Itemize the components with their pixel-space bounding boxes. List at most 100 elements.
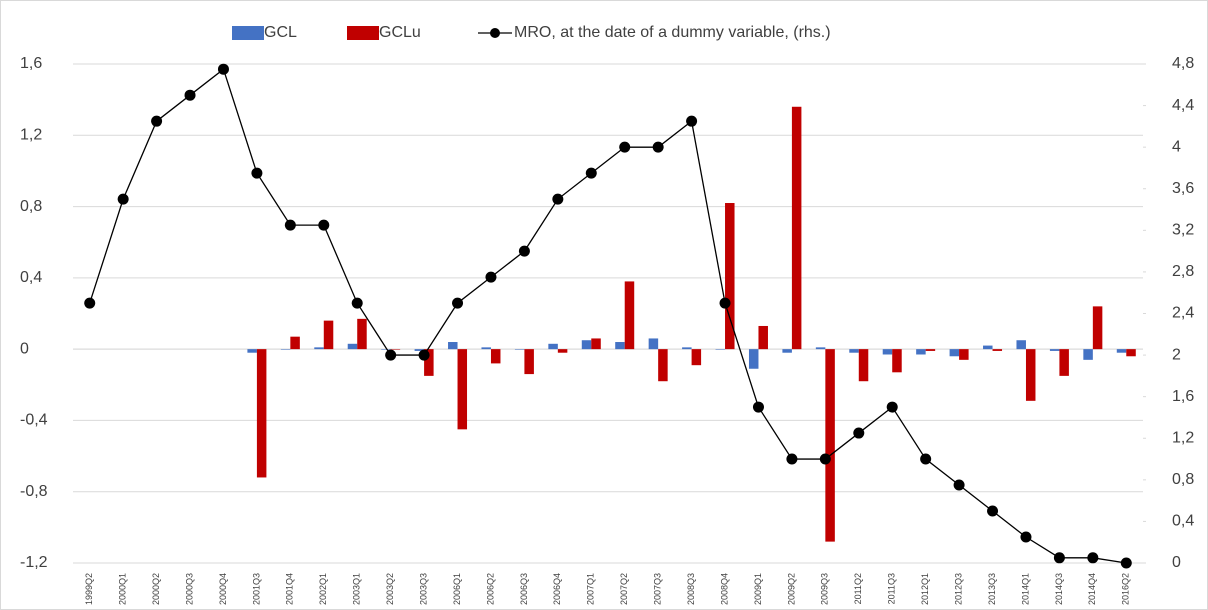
- line-marker: [953, 479, 965, 491]
- x-tick-label: 2007Q1: [586, 573, 596, 605]
- x-tick-label: 2009Q2: [786, 573, 796, 605]
- bar: [782, 349, 792, 353]
- line-marker: [920, 453, 932, 465]
- x-tick-label: 2009Q1: [753, 573, 763, 605]
- bar: [715, 349, 726, 350]
- x-tick-label: 2014Q1: [1020, 573, 1030, 605]
- y-tick-label: 1,6: [20, 55, 42, 72]
- bar: [514, 349, 525, 350]
- x-tick-label: 2003Q1: [352, 573, 362, 605]
- y-tick-label: 0: [20, 340, 29, 357]
- x-tick-label: 2001Q4: [285, 573, 295, 605]
- bar: [323, 320, 334, 350]
- line-marker: [84, 297, 96, 309]
- bar: [1049, 349, 1060, 351]
- bar: [691, 349, 702, 366]
- line-marker: [318, 219, 330, 231]
- bar: [457, 349, 468, 430]
- line-marker: [719, 297, 731, 309]
- line-marker: [987, 505, 999, 517]
- legend-marker: [490, 28, 500, 38]
- y2-tick-label: 1,6: [1172, 388, 1194, 405]
- y-tick-label: -0,4: [20, 412, 48, 429]
- y2-tick-label: 3,6: [1172, 180, 1194, 197]
- bar: [247, 349, 257, 353]
- y-tick-label: -0,8: [20, 483, 48, 500]
- bar: [882, 349, 893, 355]
- bar: [892, 349, 902, 373]
- bar: [825, 349, 835, 542]
- bar: [1059, 349, 1069, 376]
- bar: [624, 281, 635, 350]
- line-marker: [1053, 552, 1065, 564]
- bar: [725, 203, 735, 350]
- line-marker: [485, 271, 497, 283]
- y2-tick-label: 0,4: [1172, 513, 1194, 530]
- legend-label: GCL: [264, 24, 297, 41]
- line-marker: [886, 401, 898, 413]
- x-tick-label: 2003Q2: [385, 573, 395, 605]
- x-tick-label: 2006Q3: [519, 573, 529, 605]
- line-marker: [351, 297, 363, 309]
- line-marker: [151, 115, 163, 127]
- bar: [849, 349, 859, 353]
- x-tick-label: 2000Q3: [184, 573, 194, 605]
- bar: [357, 318, 367, 350]
- bar: [925, 349, 936, 351]
- x-tick-label: 2009Q3: [820, 573, 830, 605]
- bar: [381, 349, 391, 350]
- line-marker: [251, 167, 263, 179]
- line-marker: [752, 401, 764, 413]
- x-tick-label: 2007Q3: [653, 573, 663, 605]
- x-tick-label: 2007Q2: [619, 573, 629, 605]
- x-tick-label: 2014Q4: [1087, 573, 1097, 605]
- legend-swatch: [232, 26, 264, 40]
- line: [89, 68, 1127, 564]
- x-tick-label: 1999Q2: [84, 573, 94, 605]
- bar: [1092, 306, 1103, 350]
- y2-tick-label: 4,8: [1172, 55, 1194, 72]
- bar: [983, 345, 993, 350]
- x-tick-label: 2011Q2: [853, 573, 863, 604]
- bar: [658, 349, 668, 382]
- bar: [347, 343, 358, 350]
- line-marker: [184, 89, 196, 101]
- line-marker: [853, 427, 865, 439]
- line-marker: [552, 193, 564, 205]
- bar: [490, 349, 501, 364]
- bar: [414, 349, 425, 351]
- x-tick-label: 2002Q1: [318, 573, 328, 605]
- line-marker: [1120, 557, 1132, 569]
- bar: [314, 347, 324, 350]
- x-tick-label: 2016Q2: [1121, 573, 1131, 605]
- y2-tick-label: 2,4: [1172, 305, 1194, 322]
- bar: [290, 336, 300, 350]
- line-marker: [652, 141, 664, 153]
- line-marker: [686, 115, 698, 127]
- x-tick-label: 2003Q3: [418, 573, 428, 605]
- line-marker: [452, 297, 464, 309]
- bar: [581, 340, 592, 350]
- bar: [815, 347, 826, 350]
- line-marker: [284, 219, 296, 231]
- x-tick-label: 2001Q3: [251, 573, 261, 605]
- y2-tick-label: 4: [1172, 138, 1181, 155]
- bar: [682, 347, 692, 350]
- bar: [959, 349, 969, 360]
- y-tick-label: 1,2: [20, 127, 42, 144]
- bar: [791, 106, 802, 350]
- bar: [557, 349, 568, 353]
- bar: [615, 342, 625, 350]
- bar: [748, 349, 759, 369]
- x-tick-label: 2006Q2: [485, 573, 495, 605]
- bar: [481, 347, 491, 350]
- y2-tick-label: 3,2: [1172, 222, 1194, 239]
- y2-tick-label: 2: [1172, 346, 1181, 363]
- bar: [1116, 349, 1127, 353]
- y2-tick-label: 0,8: [1172, 471, 1194, 488]
- y-tick-label: -1,2: [20, 554, 48, 571]
- bar: [916, 349, 926, 355]
- bar: [448, 342, 458, 350]
- line-marker: [1087, 552, 1099, 564]
